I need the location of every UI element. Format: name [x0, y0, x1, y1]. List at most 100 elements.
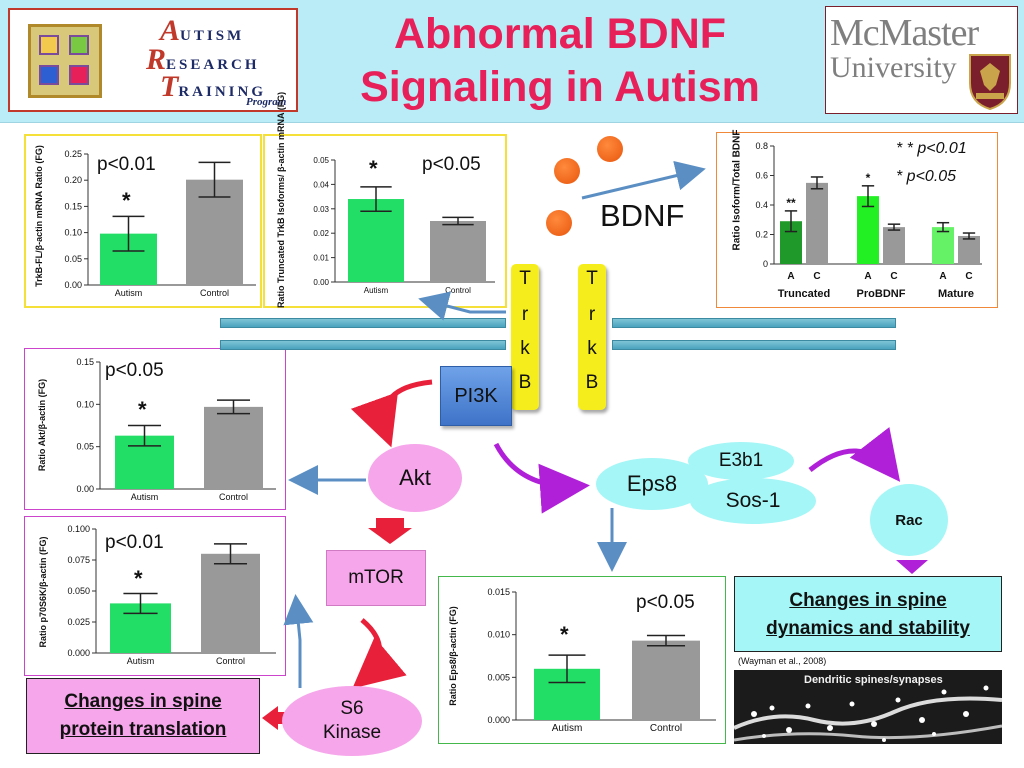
trkb-fl-significance-star: *	[122, 188, 131, 213]
p70s6k-category-label: Control	[216, 656, 245, 666]
trkb_truncated-tick-label: 0.03	[313, 205, 329, 214]
bdnf_isoforms-category-label: C	[890, 271, 897, 282]
bdnf-legend-p005: * p<0.05	[896, 168, 957, 185]
akt-category-label: Control	[219, 492, 248, 502]
trkb_truncated-tick-label: 0.02	[313, 229, 329, 238]
bdnf-label: BDNF	[600, 198, 685, 233]
micrograph-label: Dendritic spines/synapses	[804, 674, 943, 686]
bdnf-molecule	[597, 136, 623, 162]
art-word-autism: UTISM	[180, 28, 245, 44]
bdnf_isoforms-group-label: Mature	[938, 288, 974, 300]
art-word-training: RAINING	[178, 84, 267, 100]
akt-tick-label: 0.00	[76, 484, 94, 494]
p70s6k-tick-label: 0.050	[67, 586, 90, 596]
trkb_truncated-tick-label: 0.01	[313, 254, 329, 263]
trkb_truncated-tick-label: 0.04	[313, 180, 329, 189]
bdnf_isoforms-category-label: C	[965, 271, 972, 282]
spine-protein-translation-box: Changes in spine protein translation	[26, 678, 260, 754]
akt-tick-label: 0.10	[76, 399, 94, 409]
bdnf_isoforms-tick-label: 0.8	[755, 141, 768, 151]
eps8-category-label: Autism	[552, 723, 583, 734]
eps8-tick-label: 0.000	[487, 715, 510, 725]
p70s6k-tick-label: 0.100	[67, 524, 90, 534]
membrane-inner-right	[612, 340, 896, 350]
membrane-outer-right	[612, 318, 896, 328]
akt-category-label: Autism	[131, 492, 159, 502]
trkb_fl-tick-label: 0.15	[64, 201, 82, 211]
bdnf_isoforms-bar-marker: **	[786, 196, 796, 210]
art-word-research: ESEARCH	[166, 57, 260, 73]
header-banner: AUTISM RESEARCH TRAINING Program Abnorma…	[0, 0, 1024, 123]
bdnf_isoforms-tick-label: 0	[763, 259, 768, 269]
bdnf-molecule	[546, 210, 572, 236]
trkb_fl-category-label: Autism	[115, 288, 143, 298]
akt-tick-label: 0.05	[76, 442, 94, 452]
trkb_fl-tick-label: 0.00	[64, 280, 82, 290]
p70s6k-category-label: Autism	[127, 656, 155, 666]
trkb_truncated-category-label: Control	[445, 286, 471, 295]
bdnf_isoforms-tick-label: 0.6	[755, 171, 768, 181]
translation-line-1: Changes in spine	[64, 691, 222, 712]
e3b1-node: E3b1	[688, 442, 794, 480]
mcmaster-logo: McMaster University	[825, 6, 1018, 114]
dynamics-line-2: dynamics and stability	[766, 618, 970, 639]
pi3k-node: PI3K	[440, 366, 512, 426]
sos1-node: Sos-1	[690, 478, 816, 524]
dynamics-line-1: Changes in spine	[789, 590, 947, 611]
s6-kinase-line1: S6	[340, 698, 364, 719]
trkb-truncated-significance-star: *	[369, 156, 378, 181]
trkb-receptor-right: T r k B	[578, 264, 606, 410]
trkb_fl-tick-label: 0.05	[64, 254, 82, 264]
bdnf_isoforms-bar	[806, 182, 828, 264]
translation-line-2: protein translation	[59, 719, 227, 740]
trkb-receptor-left: T r k B	[511, 264, 539, 410]
bdnf_isoforms-bar-marker: *	[866, 171, 871, 185]
eps8-pvalue: p<0.05	[636, 592, 695, 613]
bdnf_isoforms-tick-label: 0.4	[755, 200, 768, 210]
trkb_fl-tick-label: 0.10	[64, 228, 82, 238]
akt-tick-label: 0.15	[76, 357, 94, 367]
bdnf_isoforms-group-label: Truncated	[778, 288, 831, 300]
membrane-inner-left	[220, 340, 506, 350]
micrograph-image	[734, 685, 1002, 742]
akt-bar	[204, 406, 263, 489]
spine-dynamics-box: Changes in spine dynamics and stability	[734, 576, 1002, 652]
bdnf_isoforms-bar	[932, 227, 954, 264]
bdnf_isoforms-category-label: A	[939, 271, 946, 282]
p70s6k-bar	[201, 553, 260, 653]
trkb_fl-category-label: Control	[200, 288, 229, 298]
s6-kinase-line2: Kinase	[322, 722, 382, 743]
citation: (Wayman et al., 2008)	[738, 656, 827, 666]
trkb-truncated-pvalue: p<0.05	[422, 154, 481, 175]
bdnf_isoforms-bar	[857, 196, 879, 264]
eps8-tick-label: 0.010	[487, 630, 510, 640]
s6-kinase-node: S6 Kinase	[282, 686, 422, 756]
mtor-node: mTOR	[326, 550, 426, 606]
rac-node: Rac	[870, 484, 948, 556]
bdnf_isoforms-category-label: C	[813, 271, 820, 282]
trkb_truncated-tick-label: 0.05	[313, 156, 329, 165]
art-logo-icon	[28, 24, 102, 98]
trkb_truncated-category-label: Autism	[364, 286, 389, 295]
bdnf_isoforms-category-label: A	[787, 271, 794, 282]
bdnf-molecule	[554, 158, 580, 184]
p70s6k-significance-star: *	[134, 566, 143, 591]
eps8-significance-star: *	[560, 622, 569, 647]
p70s6k-tick-label: 0.025	[67, 617, 90, 627]
eps8-node: Eps8	[596, 458, 708, 510]
bdnf_isoforms-tick-label: 0.2	[755, 230, 768, 240]
akt-pvalue: p<0.05	[105, 360, 164, 381]
p70s6k-pvalue: p<0.01	[105, 532, 164, 553]
bdnf_isoforms-bar	[883, 227, 905, 264]
bdnf_isoforms-bar	[958, 235, 980, 264]
akt-node: Akt	[368, 444, 462, 512]
trkb_truncated-tick-label: 0.00	[313, 278, 329, 287]
membrane-outer-left	[220, 318, 506, 328]
eps8-tick-label: 0.015	[487, 587, 510, 597]
eps8-category-label: Control	[650, 723, 682, 734]
bdnf-legend-p001: * * p<0.01	[896, 140, 967, 157]
trkb_fl-tick-label: 0.20	[64, 175, 82, 185]
art-word-program: Program	[246, 96, 287, 108]
